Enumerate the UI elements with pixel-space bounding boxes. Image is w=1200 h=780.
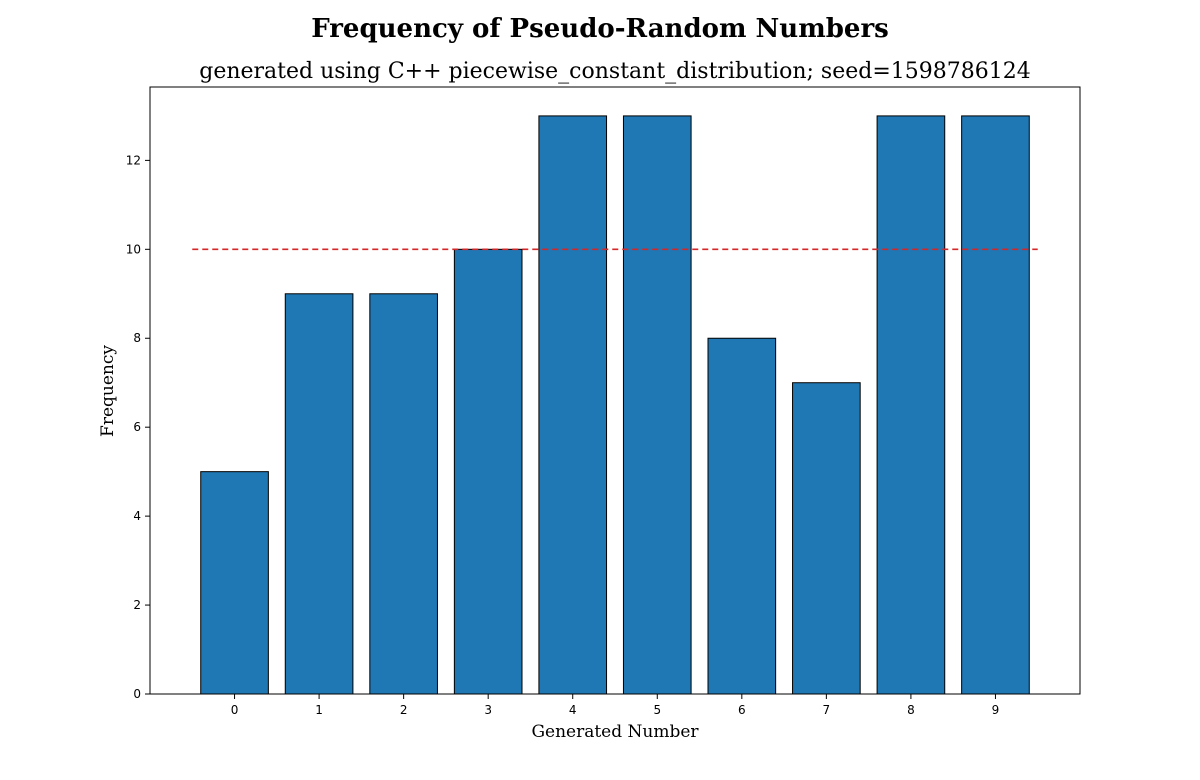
x-axis-label: Generated Number xyxy=(531,722,699,742)
x-tick-label: 1 xyxy=(315,703,323,717)
x-tick-label: 5 xyxy=(653,703,661,717)
y-tick-label: 8 xyxy=(133,331,141,345)
bar-3 xyxy=(453,248,523,695)
bar-5 xyxy=(622,115,692,695)
bar-2 xyxy=(369,293,438,695)
plot-frame xyxy=(149,86,1081,695)
y-tick-label: 4 xyxy=(133,509,141,523)
y-tick-label: 12 xyxy=(126,153,141,167)
bar-6 xyxy=(707,337,777,695)
bar-0 xyxy=(200,471,269,695)
x-tick-label: 7 xyxy=(823,703,831,717)
x-tick-label: 8 xyxy=(907,703,915,717)
x-tick-label: 2 xyxy=(400,703,408,717)
chart-subtitle: generated using C++ piecewise_constant_d… xyxy=(199,59,1031,84)
chart-title: Frequency of Pseudo-Random Numbers xyxy=(311,14,889,44)
y-tick-label: 10 xyxy=(126,242,141,256)
x-tick-label: 6 xyxy=(738,703,746,717)
x-tick-label: 0 xyxy=(231,703,239,717)
x-tick-label: 3 xyxy=(484,703,492,717)
bar-4 xyxy=(538,115,608,695)
y-tick-label: 2 xyxy=(133,598,141,612)
y-axis-label: Frequency xyxy=(98,345,118,437)
y-tick-label: 6 xyxy=(133,420,141,434)
bar-9 xyxy=(961,115,1030,695)
x-tick-label: 4 xyxy=(569,703,577,717)
bar-1 xyxy=(284,293,354,695)
bar-7 xyxy=(792,382,861,695)
y-tick-label: 0 xyxy=(133,687,141,701)
x-tick-label: 9 xyxy=(992,703,1000,717)
bar-8 xyxy=(876,115,946,695)
